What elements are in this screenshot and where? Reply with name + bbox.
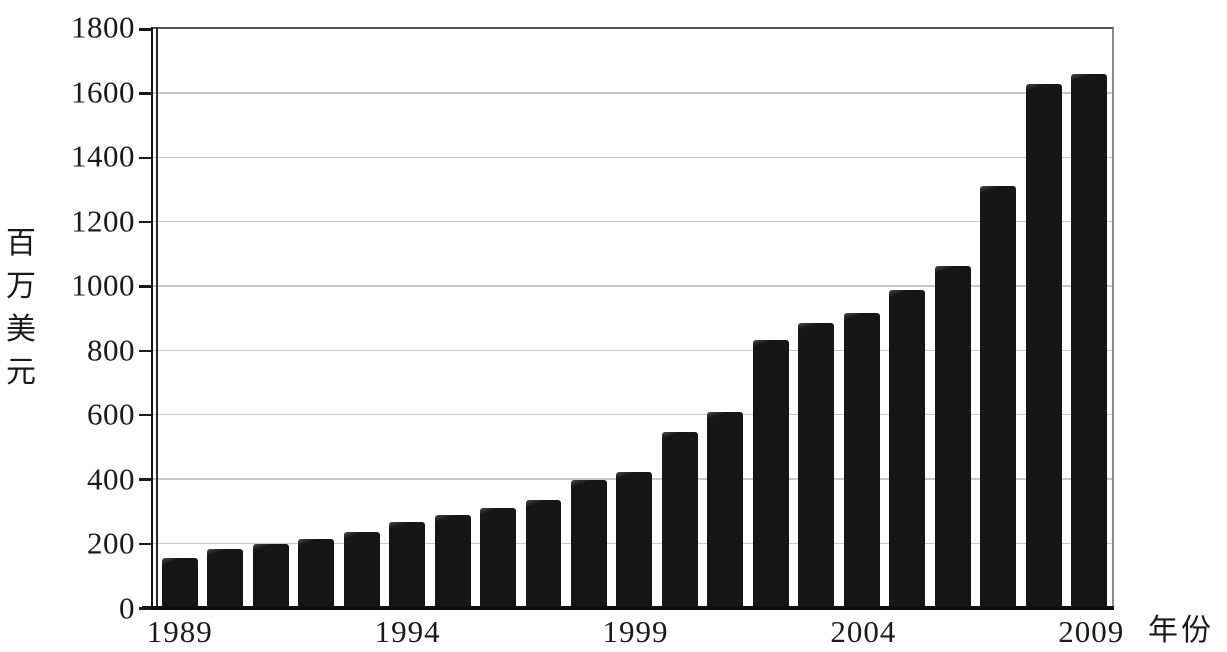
bar-2000: [661, 431, 698, 608]
gridline-600: [152, 413, 1112, 416]
bar-1997: [525, 500, 562, 608]
bar-slot-1994: [384, 29, 429, 608]
bar-2006: [934, 266, 971, 608]
bars-container: [157, 29, 1112, 608]
plot-area: [139, 27, 1114, 610]
bar-slot-1998: [566, 29, 611, 608]
x-axis-title: 年份: [1148, 614, 1214, 647]
bar-2002: [752, 340, 789, 608]
x-axis-tick-label-1989: 1989: [146, 614, 213, 649]
gridline-1000: [152, 285, 1112, 287]
bar-1990: [207, 548, 244, 608]
bar-slot-2003: [794, 29, 839, 608]
y-axis-tick-label-1600: 1600: [71, 74, 135, 110]
gridline-800: [152, 349, 1112, 352]
bar-1995: [434, 514, 471, 608]
y-axis-tick-label-200: 200: [87, 525, 135, 561]
y-axis-tick-label-1800: 1800: [71, 9, 135, 45]
x-axis-tick-label-2009: 2009: [1058, 614, 1125, 649]
y-axis-tick-label-400: 400: [87, 461, 135, 497]
x-axis-tick-label-1994: 1994: [374, 614, 441, 649]
gridline-1400: [152, 156, 1112, 159]
bar-2007: [980, 185, 1017, 608]
y-axis-tick-label-800: 800: [87, 332, 135, 368]
y-tick-mark-400: [139, 478, 151, 481]
bar-slot-1999: [612, 29, 657, 608]
bar-1999: [616, 471, 653, 608]
y-axis-tick-label-1200: 1200: [71, 203, 135, 239]
y-tick-mark-1800: [139, 28, 151, 31]
y-tick-mark-1400: [139, 156, 151, 160]
y-axis-tick-label-0: 0: [119, 590, 135, 626]
bar-2004: [843, 312, 880, 608]
bar-slot-2008: [1021, 29, 1066, 608]
y-tick-mark-800: [139, 349, 151, 353]
bar-slot-1996: [475, 29, 520, 608]
y-axis-tick-label-600: 600: [87, 396, 135, 432]
bar-slot-2002: [748, 29, 793, 608]
y-tick-mark-1000: [139, 285, 151, 288]
y-axis-tick-label-1400: 1400: [71, 138, 135, 174]
bar-1994: [389, 521, 426, 608]
bar-1992: [298, 538, 335, 608]
bar-slot-1990: [202, 29, 247, 608]
bar-slot-2007: [975, 29, 1020, 608]
y-tick-mark-1600: [139, 92, 151, 95]
bar-2003: [798, 323, 835, 608]
gridline-1200: [152, 220, 1112, 223]
bar-slot-1989: [157, 29, 202, 608]
bar-1989: [161, 558, 198, 608]
y-axis-inner-line: [156, 27, 158, 608]
y-tick-mark-200: [139, 542, 151, 546]
bar-slot-2009: [1066, 29, 1111, 608]
bar-slot-2005: [885, 29, 930, 608]
bar-slot-2006: [930, 29, 975, 608]
y-tick-mark-600: [139, 413, 151, 417]
bar-slot-1995: [430, 29, 475, 608]
bar-slot-1993: [339, 29, 384, 608]
y-axis-line: [151, 27, 153, 608]
bar-slot-2004: [839, 29, 884, 608]
y-tick-mark-1200: [139, 220, 151, 224]
bar-1998: [571, 480, 607, 608]
bar-1991: [252, 544, 289, 608]
x-axis-line: [142, 606, 1114, 610]
y-tick-mark-0: [139, 607, 151, 610]
bar-slot-2000: [657, 29, 702, 608]
bar-2009: [1071, 74, 1108, 608]
x-axis-tick-label-2004: 2004: [830, 614, 897, 649]
bar-2008: [1025, 84, 1062, 608]
bar-1996: [480, 507, 516, 608]
x-axis-tick-label-1999: 1999: [602, 614, 669, 649]
bar-2005: [889, 289, 926, 608]
gridline-1600: [152, 92, 1112, 94]
y-axis-tick-label-1000: 1000: [71, 267, 135, 303]
bar-2001: [707, 411, 744, 608]
bar-slot-2001: [703, 29, 748, 608]
bar-slot-1992: [293, 29, 338, 608]
bar-slot-1997: [521, 29, 566, 608]
bar-1993: [343, 532, 380, 608]
bar-slot-1991: [248, 29, 293, 608]
y-axis-title: 百 万 美 元: [6, 227, 36, 389]
